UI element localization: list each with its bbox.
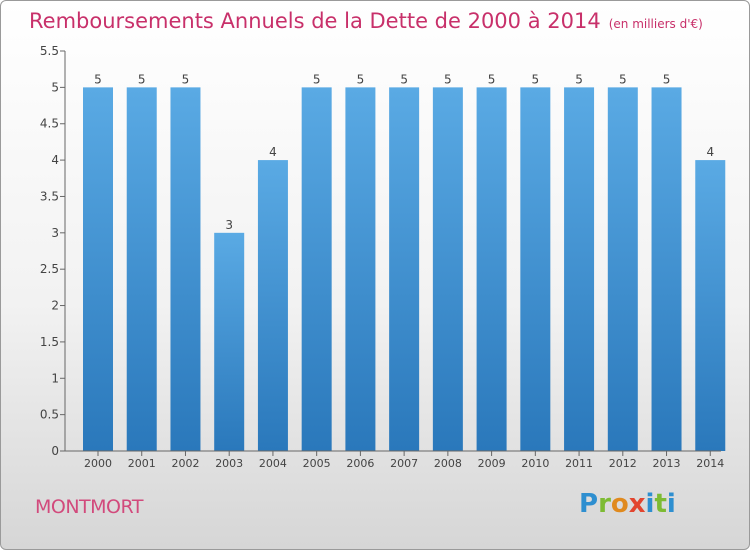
title-text: Remboursements Annuels de la Dette de 20… bbox=[29, 9, 601, 33]
y-axis: 0 0.5 1 1.5 2 2.5 3 3.5 4 4.5 5 5.5 bbox=[40, 44, 66, 458]
value-label-2005: 5 bbox=[313, 72, 321, 86]
x-tick-label-2006: 2006 bbox=[346, 457, 374, 470]
y-tick-label: 5 bbox=[51, 80, 59, 94]
value-label-2000: 5 bbox=[94, 72, 102, 86]
y-tick-label: 3.5 bbox=[40, 189, 59, 203]
value-label-2004: 4 bbox=[269, 145, 277, 159]
value-label-2001: 5 bbox=[138, 72, 146, 86]
y-tick-label: 0.5 bbox=[40, 408, 59, 422]
logo-letter: x bbox=[628, 489, 646, 519]
bar-2000 bbox=[83, 87, 113, 451]
value-label-2013: 5 bbox=[663, 72, 671, 86]
bar-2011 bbox=[564, 87, 595, 451]
value-labels: 5 5 5 3 4 5 5 5 5 5 5 5 5 5 4 bbox=[94, 72, 714, 231]
x-tick-label-2014: 2014 bbox=[696, 457, 724, 470]
bar-2006 bbox=[345, 87, 376, 451]
logo-letter: i bbox=[645, 489, 655, 519]
x-tick-label-2007: 2007 bbox=[390, 457, 418, 470]
y-tick-label: 2.5 bbox=[40, 262, 59, 276]
bar-2009 bbox=[476, 87, 507, 451]
y-tick-label: 4.5 bbox=[40, 117, 59, 131]
y-tick-label: 5.5 bbox=[40, 44, 59, 58]
value-label-2010: 5 bbox=[532, 72, 540, 86]
bars bbox=[83, 87, 726, 451]
bar-2003 bbox=[214, 232, 245, 451]
value-label-2006: 5 bbox=[357, 72, 365, 86]
logo-letter: r bbox=[598, 489, 611, 519]
value-label-2007: 5 bbox=[400, 72, 408, 86]
x-tick-label-2001: 2001 bbox=[128, 457, 156, 470]
x-tick-label-2003: 2003 bbox=[215, 457, 243, 470]
bar-2002 bbox=[170, 87, 201, 451]
title-unit: (en milliers d'€) bbox=[608, 17, 703, 31]
x-tick-label-2012: 2012 bbox=[609, 457, 637, 470]
bar-2007 bbox=[389, 87, 420, 451]
x-axis: 2000 2001 2002 2003 2004 2005 2006 2007 2008 2009… bbox=[65, 450, 724, 470]
x-tick-label-2000: 2000 bbox=[84, 457, 112, 470]
logo-letter: t bbox=[654, 489, 667, 519]
value-label-2012: 5 bbox=[619, 72, 627, 86]
value-label-2011: 5 bbox=[575, 72, 583, 86]
value-label-2008: 5 bbox=[444, 72, 452, 86]
y-tick-label: 3 bbox=[51, 226, 59, 240]
logo-letter: P bbox=[579, 489, 599, 519]
chart-title: Remboursements Annuels de la Dette de 20… bbox=[29, 9, 703, 33]
x-tick-label-2013: 2013 bbox=[653, 457, 681, 470]
value-label-2009: 5 bbox=[488, 72, 496, 86]
bar-2010 bbox=[520, 87, 551, 451]
logo-letter: o bbox=[610, 489, 629, 519]
x-tick-label-2009: 2009 bbox=[478, 457, 506, 470]
bar-2004 bbox=[257, 160, 288, 451]
bar-2014 bbox=[695, 160, 726, 451]
x-tick-label-2008: 2008 bbox=[434, 457, 462, 470]
bar-2012 bbox=[607, 87, 638, 451]
y-tick-label: 1 bbox=[51, 371, 59, 385]
value-label-2002: 5 bbox=[182, 72, 190, 86]
y-tick-label: 1.5 bbox=[40, 335, 59, 349]
x-tick-label-2005: 2005 bbox=[303, 457, 331, 470]
proxiti-logo: Proxiti bbox=[579, 489, 676, 519]
bar-2013 bbox=[651, 87, 682, 451]
commune-name: MONTMORT bbox=[35, 496, 143, 518]
x-tick-label-2004: 2004 bbox=[259, 457, 287, 470]
x-tick-label-2010: 2010 bbox=[521, 457, 549, 470]
x-tick-label-2002: 2002 bbox=[171, 457, 199, 470]
y-tick-label: 0 bbox=[51, 444, 59, 458]
x-tick-label-2011: 2011 bbox=[565, 457, 593, 470]
value-label-2003: 3 bbox=[225, 218, 233, 232]
bar-2008 bbox=[432, 87, 463, 451]
y-tick-label: 2 bbox=[51, 299, 59, 313]
value-label-2014: 4 bbox=[706, 145, 714, 159]
logo-letter: i bbox=[666, 489, 676, 519]
bar-2005 bbox=[301, 87, 332, 451]
y-tick-label: 4 bbox=[51, 153, 59, 167]
bar-2001 bbox=[126, 87, 157, 451]
